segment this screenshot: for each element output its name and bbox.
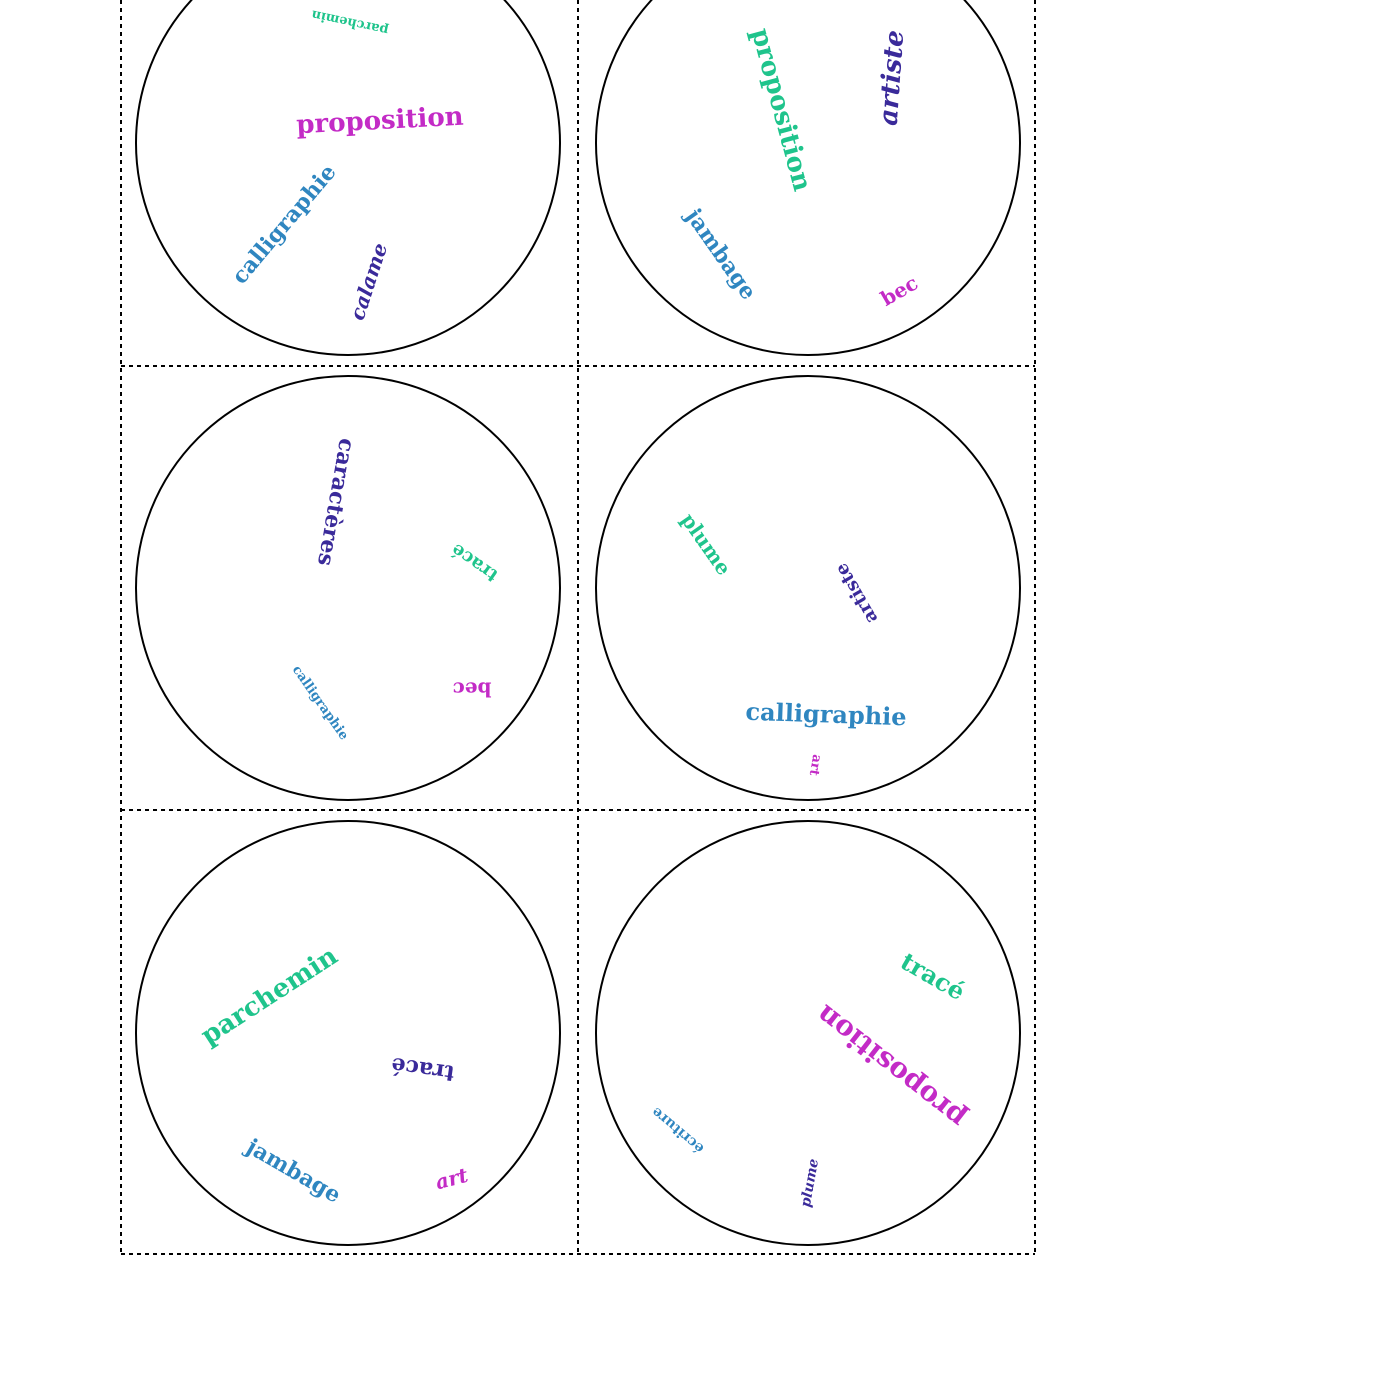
card-disc: [595, 375, 1021, 801]
card-disc: [135, 375, 561, 801]
symbol-word: art: [806, 753, 824, 777]
symbol-word: calligraphie: [745, 697, 907, 732]
card-disc: [595, 820, 1021, 1246]
card-disc: [135, 0, 561, 356]
card-disc: [135, 820, 561, 1246]
card-disc: [595, 0, 1021, 356]
symbol-word: bec: [453, 678, 492, 702]
symbol-word: artiste: [874, 29, 911, 126]
